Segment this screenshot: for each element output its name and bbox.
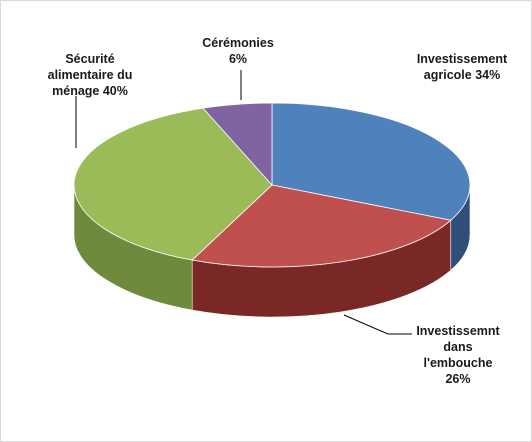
data-labels: Investissement agricole 34% Investissemnt d…	[48, 36, 508, 386]
pie-sides	[73, 184, 471, 318]
label-leader-lines	[75, 70, 412, 335]
pie-slice-1	[271, 102, 471, 221]
pie-slice-3	[73, 107, 273, 261]
pie-slice-4	[202, 102, 273, 187]
pie-slice-2	[191, 184, 452, 268]
data-label-1: Investissement agricole 34%	[417, 52, 508, 82]
pie-slices	[73, 102, 471, 268]
data-label-4: Cérémonies 6%	[202, 36, 274, 66]
data-label-2: Investissemnt dans l'embouche 26%	[416, 324, 500, 386]
data-label-3: Sécurité alimentaire du ménage 40%	[48, 52, 133, 98]
leader-line-2	[343, 314, 412, 335]
